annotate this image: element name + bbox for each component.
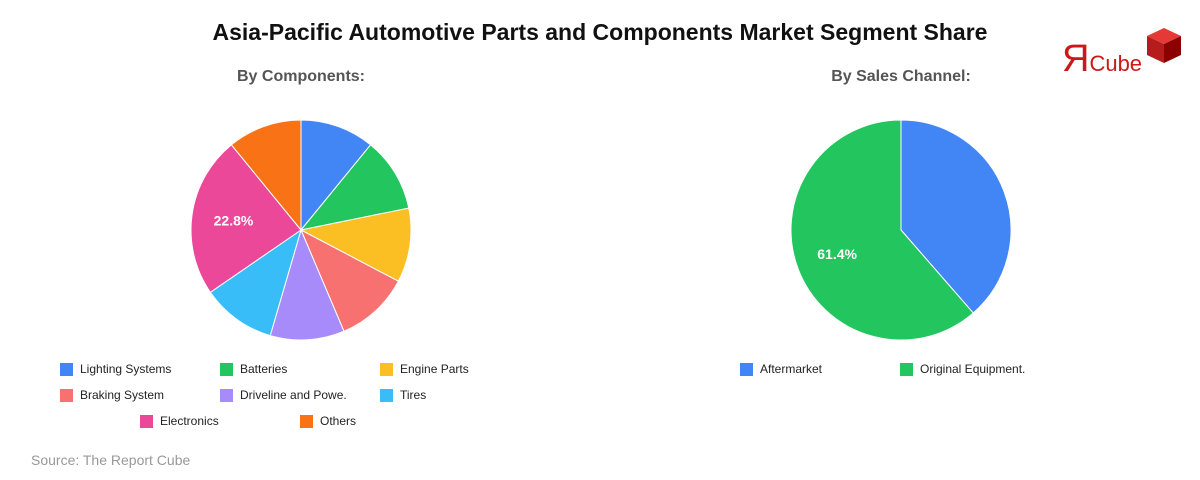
legend-item: Driveline and Powe. [220,388,347,402]
pie-slice-original-equipment [790,119,974,341]
legend-label: Lighting Systems [80,362,172,376]
legend-item: Engine Parts [380,362,469,376]
legend-swatch [220,388,233,402]
legend-label: Batteries [240,362,288,376]
legend-label: Engine Parts [400,362,469,376]
chart-main-title: Asia-Pacific Automotive Parts and Compon… [212,19,988,45]
legend-item: Electronics [140,414,219,428]
pie-slice-batteries [299,144,410,231]
cube-icon [1147,28,1181,63]
legend-label: Braking System [80,388,165,402]
legend-item: Original Equipment. [900,362,1025,376]
pie-slice-tires [209,228,302,337]
legend-swatch [900,362,913,376]
pie-data-label: 22.8% [214,212,254,228]
pie-slice-others [230,119,302,232]
pie-slice-electronics [190,144,302,293]
legend-swatch [380,388,393,402]
legend-item: Others [300,414,356,428]
legend-label: Aftermarket [760,362,823,376]
pie-slice-braking-system [299,228,400,332]
legend-label: Driveline and Powe. [240,388,347,402]
legend-label: Electronics [160,414,219,428]
legend-swatch [300,414,313,428]
pie-slice-aftermarket [900,119,1012,314]
legend-item: Tires [380,388,426,402]
legend-swatch [380,362,393,376]
report-cube-logo: ЯCube [1062,26,1182,82]
legend-item: Lighting Systems [60,362,171,376]
legend-label: Original Equipment. [920,362,1026,376]
legend-item: Batteries [220,362,287,376]
pie-slice-driveline-and-powe [269,228,345,341]
legend-item: Braking System [60,388,164,402]
source-note: Source: The Report Cube [31,452,191,468]
pie-slice-lighting-systems [300,119,372,232]
pie-slice-engine-parts [299,207,412,282]
legend-label: Others [320,414,357,428]
legend-swatch [60,388,73,402]
logo-mark: Я [1062,38,1090,80]
logo-wordmark: ЯCube [1062,38,1142,81]
sales-channel-pie-title: By Sales Channel: [831,68,971,85]
legend-label: Tires [400,388,427,402]
legend-swatch [140,414,153,428]
components-pie-title: By Components: [237,68,365,85]
legend-swatch [740,362,753,376]
legend-swatch [220,362,233,376]
legend-swatch [60,362,73,376]
logo-text: Cube [1089,51,1143,76]
legend-item: Aftermarket [740,362,822,376]
pie-data-label: 61.4% [817,246,857,262]
